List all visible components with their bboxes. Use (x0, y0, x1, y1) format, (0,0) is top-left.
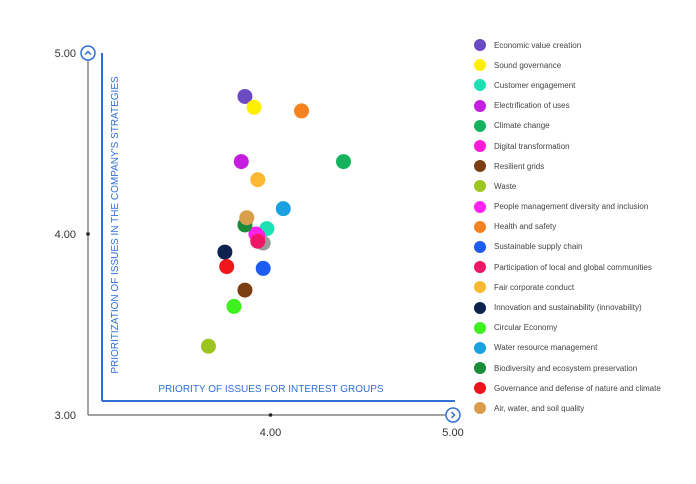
data-point (239, 210, 255, 226)
legend-label: Customer engagement (494, 80, 576, 90)
legend-label: Economic value creation (494, 40, 582, 50)
data-point (237, 282, 253, 298)
legend-item: Water resource management (474, 338, 689, 358)
legend-swatch (474, 79, 486, 92)
legend-item: Innovation and sustainability (innovabil… (474, 297, 689, 317)
legend-swatch (474, 220, 486, 233)
legend-swatch (474, 140, 486, 153)
legend-item: Biodiversity and ecosystem preservation (474, 358, 689, 378)
legend-label: Air, water, and soil quality (494, 403, 585, 413)
legend-swatch (474, 119, 486, 132)
legend-item: Participation of local and global commun… (474, 257, 689, 277)
legend-swatch (474, 362, 486, 375)
y-tick-label: 4.00 (55, 229, 76, 241)
legend-swatch (474, 341, 486, 354)
data-point (336, 154, 351, 170)
x-axis-arrow-icon (445, 407, 461, 423)
x-tick-label: 4.00 (260, 427, 281, 439)
data-point (255, 260, 271, 276)
legend-label: People management diversity and inclusio… (494, 202, 649, 212)
legend-item: Electrification of uses (474, 96, 689, 116)
legend-label: Fair corporate conduct (494, 282, 575, 292)
legend-label: Participation of local and global commun… (494, 262, 652, 272)
legend-swatch (474, 99, 486, 112)
x-tick-label: 5.00 (442, 427, 463, 439)
legend-item: Customer engagement (474, 75, 689, 95)
data-point (219, 259, 235, 275)
y-tick-label: 3.00 (55, 410, 76, 422)
data-point (217, 244, 233, 260)
x-axis-label: PRIORITY OF ISSUES FOR INTEREST GROUPS (158, 384, 384, 395)
legend-swatch (474, 59, 486, 72)
legend-swatch (474, 281, 486, 294)
legend-item: Health and safety (474, 217, 689, 237)
legend-item: Fair corporate conduct (474, 277, 689, 297)
legend-swatch (474, 321, 486, 334)
data-point (294, 103, 310, 119)
legend-label: Health and safety (494, 222, 557, 232)
legend-label: Resilient grids (494, 161, 545, 171)
legend-label: Digital transformation (494, 141, 570, 151)
legend-label: Circular Economy (494, 323, 558, 333)
legend-item: Waste (474, 176, 689, 196)
legend-item: Resilient grids (474, 156, 689, 176)
legend-label: Waste (494, 181, 517, 191)
data-point (200, 338, 216, 354)
legend-item: Sound governance (474, 55, 689, 75)
data-point (275, 201, 291, 217)
data-point (237, 88, 253, 104)
legend-swatch (474, 402, 486, 415)
legend-item: Economic value creation (474, 35, 689, 55)
legend-item: Climate change (474, 116, 689, 136)
legend-swatch (474, 160, 486, 173)
legend-swatch (474, 240, 486, 253)
legend-swatch (474, 301, 486, 314)
y-axis-arrow-icon (80, 45, 96, 61)
legend-label: Biodiversity and ecosystem preservation (494, 363, 638, 373)
legend-swatch (474, 200, 486, 213)
legend-label: Electrification of uses (494, 101, 570, 111)
legend-item: Governance and defense of nature and cli… (474, 378, 689, 398)
legend: Economic value creation Sound governance C… (474, 35, 689, 419)
legend-item: Digital transformation (474, 136, 689, 156)
y-tick-label: 5.00 (55, 48, 76, 60)
axes (80, 45, 461, 423)
y-axis-label: PRIORITIZATION OF ISSUES IN THE COMPANY'… (110, 76, 121, 374)
data-points (200, 88, 351, 354)
data-point (233, 154, 249, 170)
legend-label: Water resource management (494, 343, 598, 353)
legend-label: Sustainable supply chain (494, 242, 583, 252)
data-point (246, 99, 262, 115)
legend-label: Innovation and sustainability (innovabil… (494, 303, 642, 313)
legend-label: Governance and defense of nature and cli… (494, 383, 661, 393)
legend-item: Circular Economy (474, 318, 689, 338)
legend-swatch (474, 180, 486, 193)
legend-item: People management diversity and inclusio… (474, 197, 689, 217)
data-point (250, 172, 266, 188)
legend-item: Sustainable supply chain (474, 237, 689, 257)
legend-label: Sound governance (494, 60, 562, 70)
data-point (250, 233, 266, 249)
legend-swatch (474, 39, 486, 52)
legend-item: Air, water, and soil quality (474, 398, 689, 418)
tick-labels: 3.00 4.00 5.00 4.00 5.00 (55, 48, 464, 439)
data-point (226, 298, 242, 314)
legend-swatch (474, 261, 486, 274)
legend-swatch (474, 382, 486, 395)
legend-label: Climate change (494, 121, 550, 131)
x-tick-dot (268, 413, 273, 417)
y-tick-dot (86, 232, 90, 236)
